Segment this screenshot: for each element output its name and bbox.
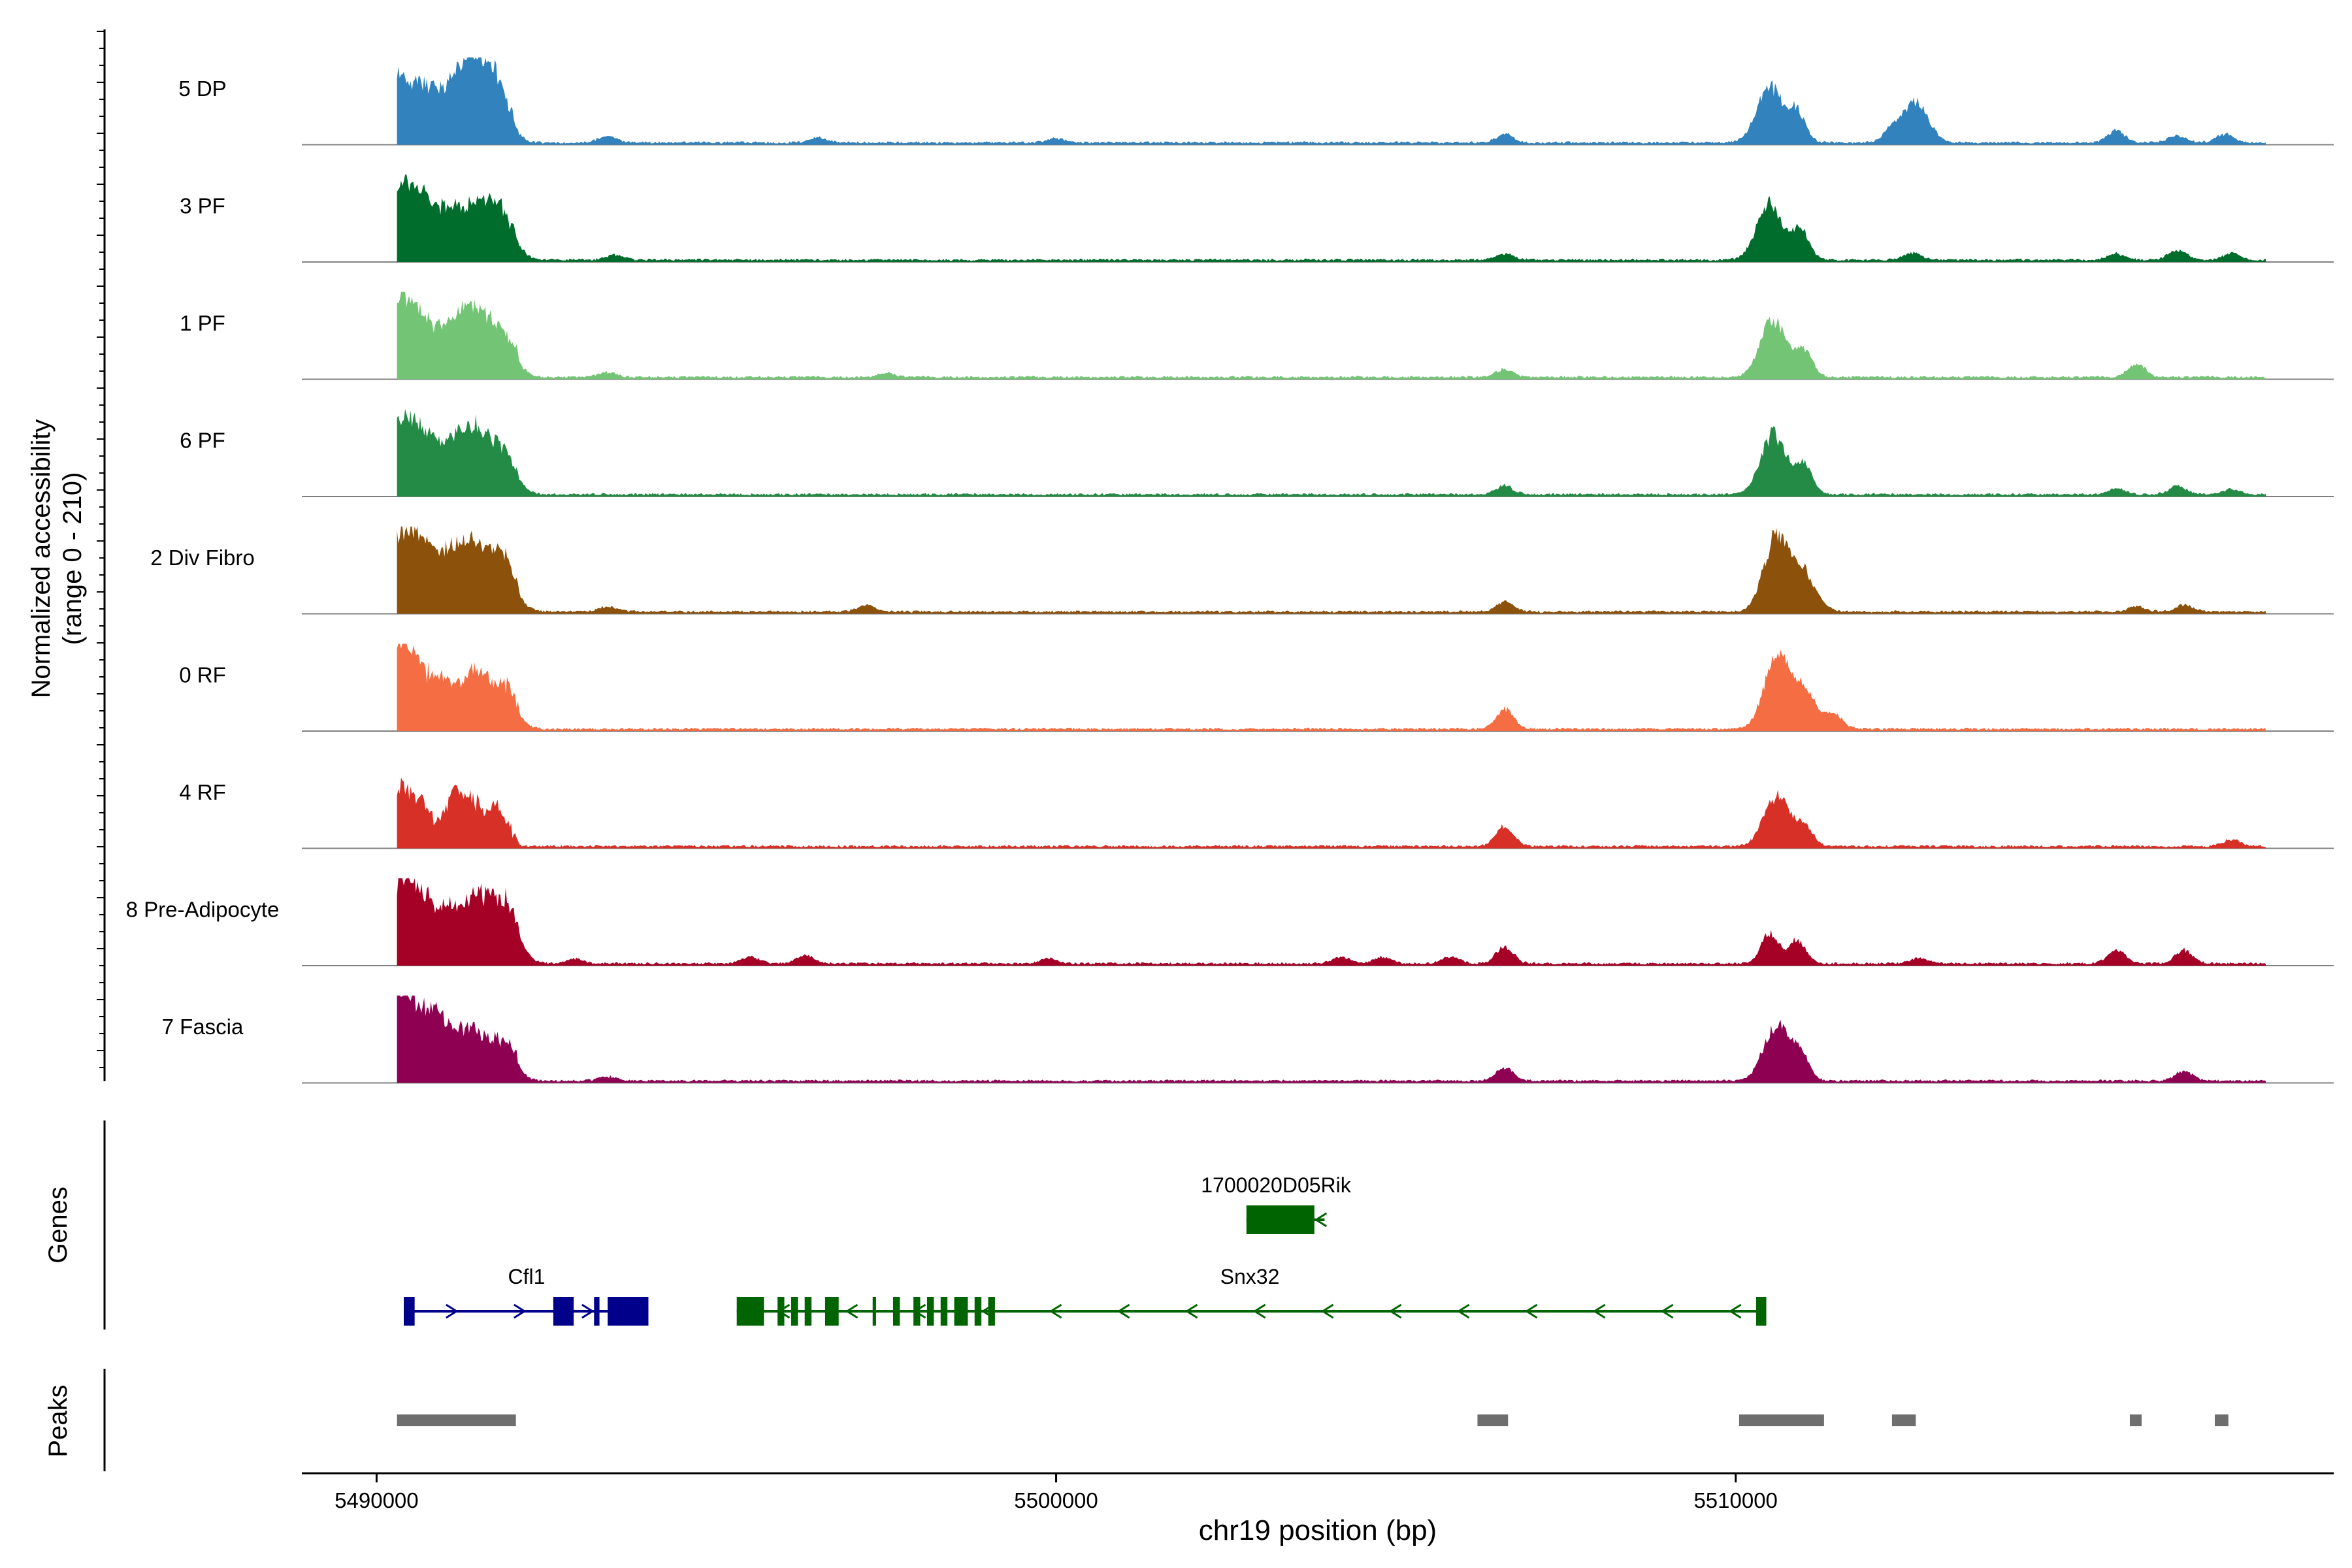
track-label: 1 PF [180, 311, 225, 335]
coverage-area [397, 409, 2266, 497]
x-axis-label: chr19 position (bp) [1199, 1514, 1437, 1546]
gene-name-label: 1700020D05Rik [1201, 1173, 1352, 1197]
gene-exon [804, 1297, 812, 1326]
track-7-fascia: 7 Fascia [162, 995, 2334, 1084]
gene-exon [872, 1297, 876, 1326]
strand-arrow [845, 1303, 858, 1319]
gene-exon [777, 1297, 785, 1326]
y-axis-range-label: (range 0 - 210) [58, 472, 87, 645]
peak-region [397, 1414, 516, 1426]
peaks-track-label: Peaks [44, 1384, 73, 1457]
x-tick-label: 5490000 [335, 1488, 418, 1512]
track-label: 6 PF [180, 429, 225, 453]
track-0-rf: 0 RF [179, 644, 2334, 732]
track-3-pf: 3 PF [180, 174, 2334, 263]
strand-arrow [1660, 1303, 1674, 1319]
gene-exon [736, 1297, 764, 1326]
gene-exon [913, 1297, 921, 1326]
track-1-pf: 1 PF [180, 291, 2334, 380]
genes-track-label: Genes [44, 1186, 73, 1264]
peak-region [1739, 1414, 1824, 1426]
track-8-pre-adipocyte: 8 Pre-Adipocyte [126, 878, 2334, 966]
gene-exon [553, 1297, 574, 1326]
peak-region [1477, 1414, 1509, 1426]
track-5-dp: 5 DP [178, 57, 2334, 146]
gene-exon [791, 1297, 798, 1326]
track-label: 4 RF [179, 780, 226, 804]
strand-arrow [514, 1303, 527, 1319]
gene-annotations: Cfl1 Snx32 1700020D05Rik [404, 1173, 1767, 1326]
track-2-div-fibro: 2 Div Fibro [150, 526, 2334, 615]
strand-arrow [581, 1303, 595, 1319]
track-4-rf: 4 RF [179, 777, 2334, 849]
coverage-area [397, 526, 2266, 614]
gene-name-label: Snx32 [1220, 1265, 1280, 1288]
coverage-y-axis-ticks [97, 31, 105, 1068]
coverage-area [397, 291, 2266, 380]
x-axis-ticks: 5490000 5500000 5510000 [335, 1473, 1778, 1512]
coverage-area [397, 174, 2266, 262]
strand-arrow [1456, 1303, 1470, 1319]
gene-exon [988, 1297, 995, 1326]
track-label: 8 Pre-Adipocyte [126, 898, 280, 922]
track-label: 7 Fascia [162, 1015, 244, 1039]
strand-arrow [1117, 1303, 1130, 1319]
gene-exon [608, 1297, 649, 1326]
gene-name-label: Cfl1 [508, 1265, 546, 1288]
gene-snx32: Snx32 [736, 1265, 1767, 1326]
strand-arrow [1524, 1303, 1538, 1319]
peak-region [1891, 1414, 1916, 1426]
x-tick-label: 5510000 [1693, 1488, 1777, 1512]
peak-regions [397, 1414, 2229, 1426]
coverage-tracks: 5 DP 3 PF 1 PF 6 PF 2 Div Fibro 0 RF 4 RF 8 Pre… [126, 57, 2334, 1084]
strand-arrow [1592, 1303, 1606, 1319]
gene-exon [940, 1297, 948, 1326]
coverage-area [397, 644, 2266, 731]
gene-exon [1756, 1297, 1767, 1326]
strand-arrow [1314, 1212, 1328, 1228]
track-6-pf: 6 PF [180, 409, 2334, 497]
gene-exon [954, 1297, 968, 1326]
peak-region [2214, 1414, 2229, 1426]
track-label: 0 RF [179, 663, 226, 687]
track-label: 5 DP [178, 76, 226, 101]
gene-1700020d05rik: 1700020D05Rik [1201, 1173, 1352, 1234]
gene-exon [404, 1297, 415, 1326]
gene-exon [892, 1297, 900, 1326]
gene-cfl1: Cfl1 [404, 1265, 649, 1326]
gene-exon [926, 1297, 934, 1326]
coverage-area [397, 995, 2266, 1083]
y-axis-label: Normalized accessibility [27, 419, 56, 698]
peak-region [2129, 1414, 2142, 1426]
coverage-area [397, 777, 2266, 849]
strand-arrow [1184, 1303, 1198, 1319]
coverage-area [397, 57, 2266, 145]
x-tick-label: 5500000 [1014, 1488, 1098, 1512]
strand-arrow [1320, 1303, 1334, 1319]
gene-exon [594, 1297, 600, 1326]
strand-arrow [1388, 1303, 1402, 1319]
track-label: 2 Div Fibro [150, 546, 255, 570]
coverage-area [397, 878, 2266, 966]
strand-arrow [1049, 1303, 1062, 1319]
strand-arrow [1728, 1303, 1742, 1319]
strand-arrow [1252, 1303, 1266, 1319]
strand-arrow [446, 1303, 459, 1319]
gene-exon [974, 1297, 982, 1326]
track-label: 3 PF [180, 194, 225, 218]
gene-exon [825, 1297, 839, 1326]
gene-exon [1246, 1205, 1315, 1234]
